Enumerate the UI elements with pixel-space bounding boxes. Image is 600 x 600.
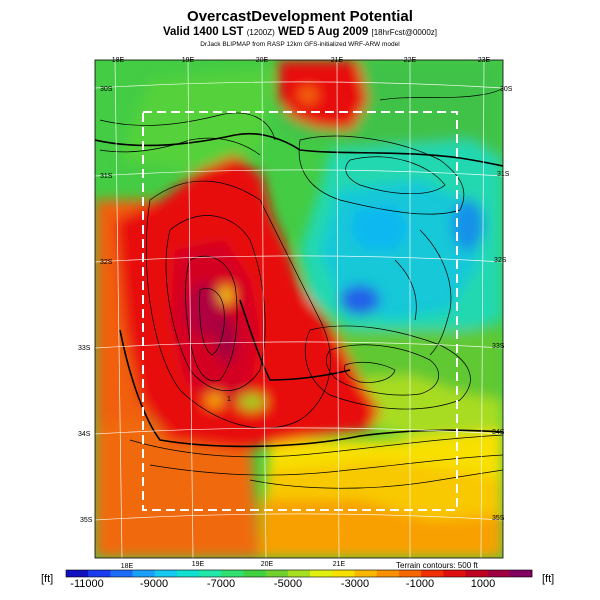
lon-label-bottom: 21E <box>333 561 346 568</box>
colorbar-unit-left: [ft] <box>41 573 54 585</box>
colorbar-tick-label: 1000 <box>470 578 496 590</box>
colorbar-unit-right: [ft] <box>542 573 555 585</box>
inner-domain-box <box>142 111 458 511</box>
colorbar-swatch <box>443 570 466 577</box>
valid-prefix: Valid 1400 LST <box>163 26 244 38</box>
lon-label-bottom: 20E <box>261 561 274 568</box>
colorbar-swatch <box>487 570 511 577</box>
lon-label-top: 20E <box>256 57 269 64</box>
valid-time-line: Valid 1400 LST (1200Z) WED 5 Aug 2009 [1… <box>0 26 600 38</box>
colorbar-frame <box>65 569 533 578</box>
lon-label-top: 19E <box>182 57 195 64</box>
colorbar-tick-label: -3000 <box>340 578 370 590</box>
colorbar-swatch <box>221 570 244 577</box>
colorbar-swatch <box>154 570 178 577</box>
lat-label-right: 34S <box>492 429 505 436</box>
lat-label-left: 32S <box>100 259 113 266</box>
colorbar-swatch <box>88 570 111 577</box>
lon-label-bottom: 18E <box>121 563 134 570</box>
colorbar-swatch <box>332 570 355 577</box>
model-credit: DrJack BLIPMAP from RASP 12km GFS-initia… <box>200 41 400 48</box>
map-title: OvercastDevelopment Potential <box>187 8 413 25</box>
lon-label-top: 18E <box>112 57 125 64</box>
colorbar-tick-label: -11000 <box>70 578 104 590</box>
colorbar-swatch <box>199 570 222 577</box>
colorbar-swatch <box>287 570 311 577</box>
lon-label-top: 23E <box>478 57 491 64</box>
colorbar-swatch <box>132 570 156 577</box>
colorbar-swatch <box>509 570 533 577</box>
colorbar-tick-label: -1000 <box>405 578 435 590</box>
map-frame <box>94 59 504 559</box>
color-field <box>95 60 503 558</box>
lat-label-right: 32S <box>494 257 507 264</box>
colorbar-swatch <box>354 570 377 577</box>
lat-label-right: 30S <box>500 86 513 93</box>
lat-label-left: 31S <box>100 173 113 180</box>
valid-utc: (1200Z) <box>246 28 275 37</box>
lat-label-left: 34S <box>78 431 91 438</box>
colorbar-swatch <box>398 570 422 577</box>
colorbar-tick-label: -5000 <box>273 578 303 590</box>
colorbar-swatch <box>110 570 133 577</box>
lon-label-bottom: 19E <box>192 561 205 568</box>
lat-label-right: 35S <box>492 515 505 522</box>
lon-label-top: 22E <box>404 57 417 64</box>
colorbar-swatch <box>310 570 333 577</box>
colorbar <box>65 569 533 578</box>
lat-label-right: 33S <box>492 343 505 350</box>
colorbar-swatch <box>465 570 488 577</box>
lat-label-left: 30S <box>100 86 113 93</box>
forecast-hour: [18hrFcst@0000z] <box>371 28 437 37</box>
valid-date: WED 5 Aug 2009 <box>277 26 369 38</box>
colorbar-swatch <box>421 570 444 577</box>
lat-label-left: 35S <box>80 517 93 524</box>
terrain-contour-note: Terrain contours: 500 ft <box>396 561 478 570</box>
colorbar-swatch <box>265 570 289 577</box>
lon-label-top: 21E <box>331 57 344 64</box>
colorbar-swatch <box>176 570 200 577</box>
colorbar-swatch <box>243 570 267 577</box>
contour-value-label: 1 <box>227 396 231 403</box>
colorbar-swatch <box>66 570 89 577</box>
lat-label-left: 33S <box>78 345 91 352</box>
colorbar-tick-label: -9000 <box>139 578 169 590</box>
colorbar-swatch <box>376 570 400 577</box>
colorbar-tick-label: -7000 <box>206 578 236 590</box>
lat-label-right: 31S <box>497 171 510 178</box>
